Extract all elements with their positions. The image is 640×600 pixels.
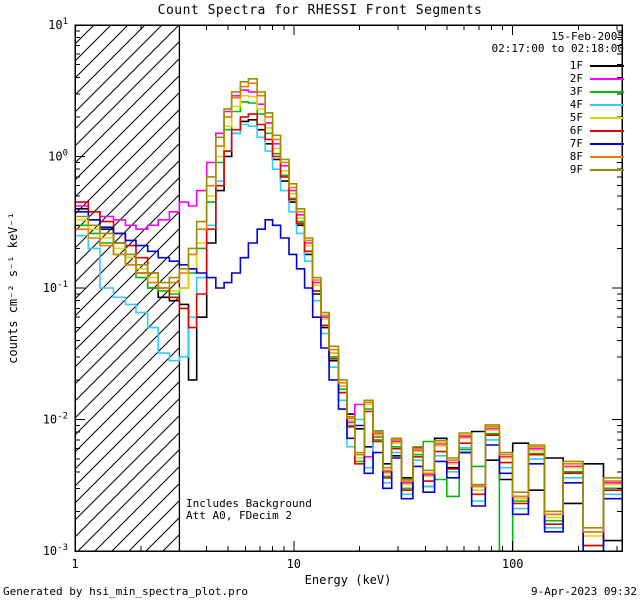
legend-entry-6F: 6F [492, 124, 624, 137]
legend-color-swatch [590, 168, 624, 171]
y-axis-label: counts cm⁻² s⁻¹ keV⁻¹ [6, 212, 20, 364]
legend: 15-Feb-2005 02:17:00 to 02:18:00 1F 2F 3F 4… [492, 31, 624, 176]
footer-generator-text: Generated by hsi_min_spectra_plot.pro [3, 585, 249, 598]
y-tick-label: 100 [48, 149, 68, 164]
tick-label-layer: 1 10 100 10-3 10-2 10-1 100 101 [43, 17, 524, 571]
y-tick-label: 10-2 [43, 412, 68, 427]
spectra-series-layer [75, 78, 622, 551]
legend-entry-8F: 8F [492, 150, 624, 163]
legend-color-swatch [590, 129, 624, 132]
spectrum-curve-9F [75, 78, 622, 529]
legend-entry-2F: 2F [492, 72, 624, 85]
page-title: Count Spectra for RHESSI Front Segments [157, 3, 483, 18]
legend-color-swatch [590, 142, 624, 145]
y-tick-label: 10-3 [43, 543, 68, 558]
legend-label: 7F [569, 136, 583, 150]
x-tick-label: 100 [502, 557, 524, 571]
legend-label: 1F [569, 58, 583, 72]
legend-label: 8F [569, 149, 583, 163]
note-includes-background: Includes Background [186, 497, 312, 510]
x-axis-label: Energy (keV) [304, 573, 392, 587]
legend-entry-1F: 1F [492, 59, 624, 72]
legend-color-swatch [590, 77, 624, 80]
legend-label: 2F [569, 71, 583, 85]
legend-time-range: 02:17:00 to 02:18:00 [491, 42, 624, 55]
legend-entry-5F: 5F [492, 111, 624, 124]
legend-color-swatch [590, 103, 624, 106]
y-tick-label: 101 [48, 17, 68, 32]
spectrum-curve-7F [75, 211, 622, 551]
legend-label: 6F [569, 123, 583, 137]
legend-entry-4F: 4F [492, 98, 624, 111]
x-tick-label: 1 [71, 557, 78, 571]
legend-entries: 1F 2F 3F 4F 5F 6F 7F 8F 9F [492, 59, 624, 176]
legend-color-swatch [590, 90, 624, 93]
legend-color-swatch [590, 155, 624, 158]
legend-color-swatch [590, 116, 624, 119]
legend-entry-3F: 3F [492, 85, 624, 98]
legend-entry-9F: 9F [492, 163, 624, 176]
legend-label: 5F [569, 110, 583, 124]
plot-notes: Includes Background Att A0, FDecim 2 [186, 498, 312, 522]
x-tick-label: 10 [287, 557, 301, 571]
legend-label: 4F [569, 97, 583, 111]
legend-label: 3F [569, 84, 583, 98]
legend-label: 9F [569, 162, 583, 176]
footer-timestamp: 9-Apr-2023 09:32 [531, 585, 637, 598]
legend-color-swatch [590, 64, 624, 67]
legend-date: 15-Feb-2005 [551, 30, 624, 43]
y-tick-label: 10-1 [43, 280, 68, 295]
legend-entry-7F: 7F [492, 137, 624, 150]
note-attenuator-state: Att A0, FDecim 2 [186, 509, 292, 522]
